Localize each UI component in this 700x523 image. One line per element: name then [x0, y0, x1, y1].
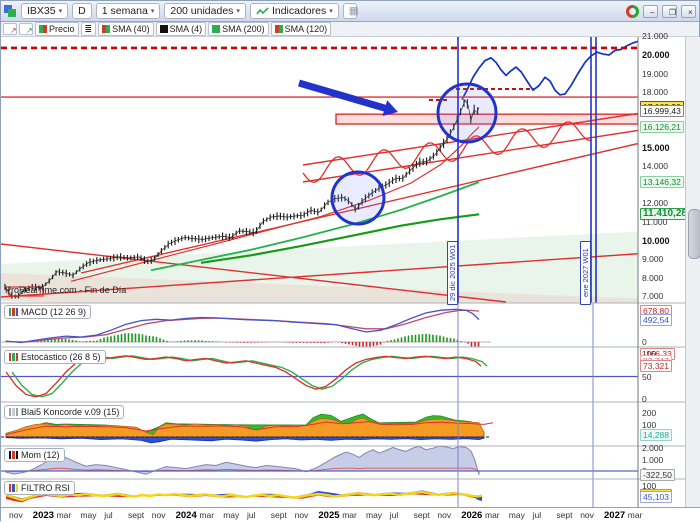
time-axis-label: nov [580, 510, 594, 520]
legend-chip-sma-4-[interactable]: SMA (4) [155, 22, 207, 36]
legend-chip-sma-120-[interactable]: SMA (120) [270, 22, 332, 36]
time-axis-label: jul [104, 510, 113, 520]
list-icon: ≣ [84, 23, 93, 34]
k-series-icon [159, 25, 168, 33]
restore-button[interactable]: ❐ [662, 4, 677, 18]
legend-list-button[interactable]: ≣ [80, 22, 97, 36]
close-button[interactable]: × [681, 4, 696, 18]
time-axis-label: may [508, 510, 525, 520]
sma200-line [200, 213, 480, 264]
momentum-red-line [5, 467, 480, 473]
time-axis-label: nov [437, 510, 452, 520]
timeframe-dropdown[interactable]: 1 semana ▾ [95, 3, 161, 19]
rsi-yellow-line [5, 490, 483, 502]
highlight-circle-2[interactable] [436, 82, 498, 144]
candlestick-series [4, 99, 480, 299]
pink-fan-projection[interactable] [1, 273, 649, 333]
time-axis-label: mar [342, 510, 357, 520]
green-fan-projection[interactable] [1, 231, 649, 317]
time-axis: nov 2023 mar may jul sept nov 2024 mar may jul sept… [1, 507, 700, 523]
time-axis-label: 2025 [318, 510, 340, 521]
time-axis-label: sept [270, 510, 287, 520]
macd-line [5, 308, 480, 344]
time-axis-label: may [366, 510, 383, 520]
scrollbar-thumb[interactable] [688, 209, 700, 259]
chevron-down-icon: ▾ [329, 8, 333, 15]
blue-arrow-annotation[interactable] [298, 79, 392, 114]
time-axis-label: 2024 [175, 510, 197, 521]
panel-stoch [1, 355, 638, 398]
time-axis-label: jul [389, 510, 399, 520]
time-axis-label: jul [532, 510, 542, 520]
trendline-0[interactable] [80, 141, 649, 274]
rg-series-icon [274, 25, 283, 33]
draw-arrow-green-button[interactable]: ↗ [19, 23, 33, 35]
chart-area: 21.000 20.000 19.000 18.000 15.000 14.000 12.0… [1, 31, 700, 507]
resistance-band[interactable] [335, 113, 638, 125]
extra-tool-button[interactable]: ▦ [342, 3, 359, 19]
legend-chip-precio[interactable]: Precio [35, 22, 79, 36]
rg-series-icon [102, 25, 111, 33]
legend-chip-label: SMA (4) [169, 24, 203, 34]
time-axis-label: 2026 [461, 510, 483, 521]
red-rectangle-annotation[interactable] [8, 286, 44, 297]
chevron-down-icon: ▾ [150, 8, 155, 15]
time-axis-label: sept [128, 510, 145, 520]
time-axis-label: mar [56, 510, 72, 520]
sma40-line [70, 126, 480, 282]
legend-chip-sma-40-[interactable]: SMA (40) [98, 22, 154, 36]
time-axis-label: may [223, 510, 240, 520]
time-axis-label: 2027 [604, 510, 626, 521]
time-axis-label: jul [247, 510, 256, 520]
chevron-down-icon: ▾ [58, 8, 63, 15]
period-button[interactable]: D [72, 3, 92, 19]
time-axis-label: nov [294, 510, 309, 520]
time-axis-label: mar [627, 510, 643, 520]
legend-chip-label: SMA (40) [112, 24, 150, 34]
time-axis-label: may [80, 510, 97, 520]
trendline-4[interactable] [1, 243, 507, 303]
trendline-3[interactable] [1, 253, 649, 298]
legend-chip-label: Precio [49, 24, 75, 34]
panel-konc [1, 413, 494, 444]
chart-wave-icon [256, 6, 269, 14]
vertical-scrollbar[interactable] [685, 37, 700, 507]
legend-chip-sma-200-[interactable]: SMA (200) [208, 22, 269, 36]
blue-arrow-head [382, 100, 398, 117]
indicators-dropdown[interactable]: Indicadores ▾ [249, 3, 339, 19]
legend-chip-label: SMA (120) [284, 24, 328, 34]
koncorde-blue-area [5, 436, 485, 444]
candle-series-icon [39, 25, 47, 33]
time-axis-label: nov [151, 510, 166, 520]
units-dropdown[interactable]: 200 unidades ▾ [164, 3, 246, 19]
panel-price [1, 40, 649, 333]
refresh-icon[interactable] [626, 4, 639, 18]
draw-arrow-red-button[interactable]: ↗ [3, 23, 17, 35]
time-axis-label: nov [9, 510, 23, 520]
trendline-1[interactable] [302, 112, 641, 166]
price-projection-line[interactable] [461, 40, 639, 100]
koncorde-red-line [5, 421, 494, 436]
panel-mom [1, 446, 638, 475]
panel-rsi [5, 490, 483, 503]
panel-macd [1, 308, 491, 347]
chart-canvas [1, 37, 700, 507]
g-series-icon [212, 25, 221, 33]
legend-chip-label: SMA (200) [222, 24, 265, 34]
time-axis-label: mar [485, 510, 500, 520]
time-axis-label: 2023 [32, 510, 54, 521]
chevron-down-icon: ▾ [236, 8, 240, 15]
time-axis-label: sept [413, 510, 430, 520]
app-icon [4, 4, 17, 18]
legend-bar: ↗ ↗ Precio ≣ SMA (40) SMA (4) SMA (200) SMA (… [1, 22, 699, 37]
title-toolbar: IBX35 ▾ D 1 semana ▾ 200 unidades ▾ Indicad… [1, 1, 699, 22]
time-axis-label: sept [556, 510, 573, 520]
sma120-line [150, 181, 480, 272]
minimize-button[interactable]: – [643, 4, 658, 18]
highlight-circle-1[interactable] [330, 170, 386, 226]
time-axis-label: mar [199, 510, 215, 520]
symbol-dropdown[interactable]: IBX35 ▾ [21, 3, 69, 19]
